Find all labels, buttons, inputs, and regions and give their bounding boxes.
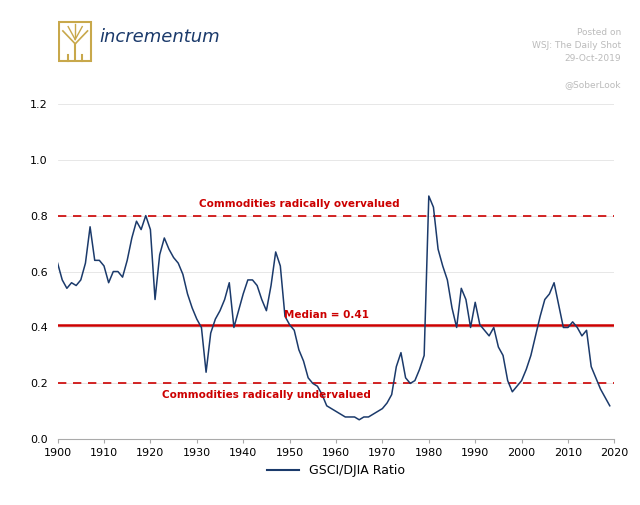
Text: Median = 0.41: Median = 0.41 — [284, 310, 369, 320]
Text: incrementum: incrementum — [99, 28, 220, 46]
Text: Posted on
WSJ: The Daily Shot
29-Oct-2019

@SoberLook: Posted on WSJ: The Daily Shot 29-Oct-201… — [532, 28, 621, 89]
Text: Commodities radically undervalued: Commodities radically undervalued — [162, 389, 371, 399]
FancyBboxPatch shape — [60, 22, 91, 61]
Legend: GSCI/DJIA Ratio: GSCI/DJIA Ratio — [262, 459, 410, 482]
Text: Commodities radically overvalued: Commodities radically overvalued — [198, 199, 399, 210]
